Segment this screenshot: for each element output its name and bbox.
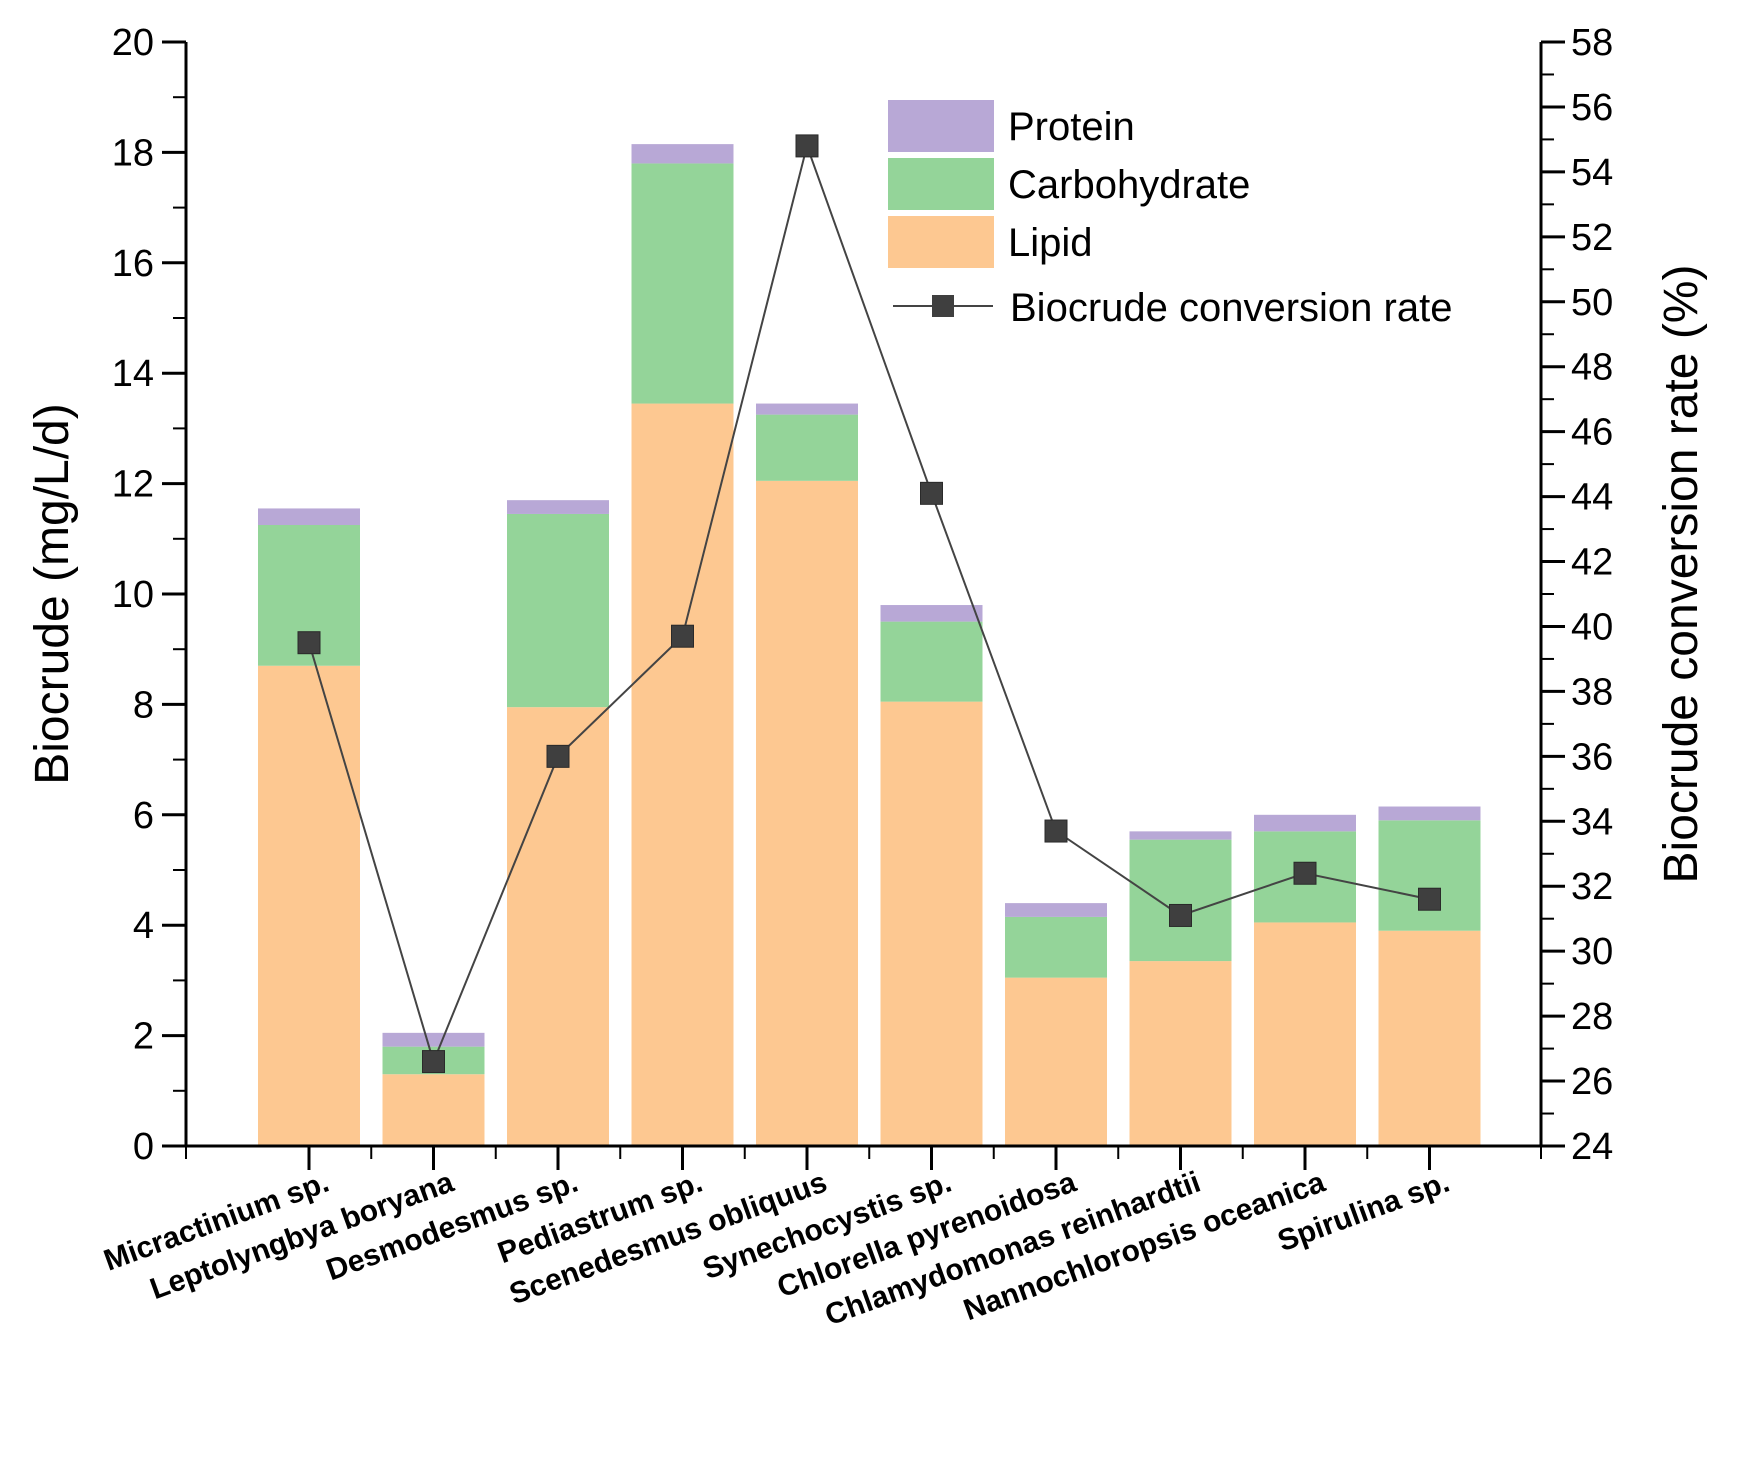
y2-tick-label-1: 26 xyxy=(1571,1061,1613,1103)
y2-tick-label-9: 42 xyxy=(1571,542,1613,584)
legend-swatch-lipid xyxy=(888,216,994,268)
bar-protein-0 xyxy=(258,508,360,525)
y-tick-label-4: 8 xyxy=(133,684,154,726)
conversion-rate-point-7 xyxy=(1169,903,1192,927)
legend-marker-sample xyxy=(932,295,954,317)
conversion-rate-point-8 xyxy=(1293,861,1317,885)
labels-layer: 0246810121416182024262830323436384042444… xyxy=(26,22,1708,1332)
conversion-rate-line xyxy=(308,142,1430,1065)
conversion-rate-point-2 xyxy=(546,744,570,768)
y-tick-label-6: 12 xyxy=(112,464,154,506)
bar-protein-9 xyxy=(1378,806,1481,821)
y2-tick-label-10: 44 xyxy=(1571,477,1613,519)
y2-tick-label-7: 38 xyxy=(1571,671,1613,713)
bar-protein-4 xyxy=(756,403,858,415)
y2-tick-label-12: 48 xyxy=(1571,347,1613,389)
y-tick-label-8: 16 xyxy=(112,243,154,285)
bar-lipid-9 xyxy=(1378,930,1481,1146)
y-tick-label-3: 6 xyxy=(133,795,154,837)
bar-lipid-2 xyxy=(507,707,609,1146)
y-tick-label-9: 18 xyxy=(112,132,154,174)
bar-carbohydrate-2 xyxy=(507,513,609,708)
y-tick-label-5: 10 xyxy=(112,574,154,616)
bar-carbohydrate-5 xyxy=(880,621,983,702)
bar-lipid-0 xyxy=(258,665,360,1146)
legend-label-carbohydrate: Carbohydrate xyxy=(1008,163,1250,207)
y-axis-title: Biocrude (mg/L/d) xyxy=(26,403,79,785)
y2-tick-label-14: 52 xyxy=(1571,217,1613,259)
bar-protein-6 xyxy=(1005,903,1107,917)
bar-protein-1 xyxy=(382,1032,485,1047)
conversion-rate-point-1 xyxy=(422,1050,445,1074)
legend-label-conversion-rate: Biocrude conversion rate xyxy=(1010,286,1452,330)
legend: Protein Carbohydrate Lipid Biocrude convers… xyxy=(888,100,1452,330)
y2-tick-label-15: 54 xyxy=(1571,152,1613,194)
line-layer xyxy=(297,134,1441,1074)
bar-protein-2 xyxy=(507,500,609,514)
y2-tick-label-3: 30 xyxy=(1571,931,1613,973)
conversion-rate-point-3 xyxy=(671,624,694,648)
legend-swatch-carbohydrate xyxy=(888,158,994,210)
bar-protein-8 xyxy=(1254,814,1356,832)
y2-tick-label-5: 34 xyxy=(1571,801,1613,843)
y-tick-label-2: 4 xyxy=(133,905,154,947)
y2-tick-label-6: 36 xyxy=(1571,736,1613,778)
y2-tick-label-2: 28 xyxy=(1571,996,1613,1038)
bar-protein-3 xyxy=(631,144,734,164)
conversion-rate-point-5 xyxy=(920,481,943,505)
y-tick-label-7: 14 xyxy=(112,353,154,395)
y2-tick-label-13: 50 xyxy=(1571,282,1613,324)
conversion-rate-point-4 xyxy=(795,134,819,158)
y2-tick-label-17: 58 xyxy=(1571,22,1613,64)
bar-lipid-1 xyxy=(382,1074,485,1146)
y-tick-label-0: 0 xyxy=(133,1126,154,1168)
bar-lipid-5 xyxy=(880,701,983,1146)
bar-carbohydrate-6 xyxy=(1005,916,1107,978)
bar-lipid-6 xyxy=(1005,977,1107,1146)
bar-carbohydrate-3 xyxy=(631,163,734,404)
bar-carbohydrate-7 xyxy=(1129,839,1232,962)
bar-carbohydrate-9 xyxy=(1378,820,1481,931)
bar-lipid-7 xyxy=(1129,961,1232,1146)
legend-swatch-protein xyxy=(888,100,994,152)
bar-carbohydrate-4 xyxy=(756,414,858,481)
bar-protein-5 xyxy=(880,605,983,622)
y2-tick-label-16: 56 xyxy=(1571,87,1613,129)
y2-tick-label-11: 46 xyxy=(1571,412,1613,454)
bar-lipid-4 xyxy=(756,480,858,1147)
axes-layer xyxy=(162,40,1565,1170)
conversion-rate-point-0 xyxy=(297,631,321,655)
conversion-rate-point-9 xyxy=(1418,887,1441,911)
y-tick-label-1: 2 xyxy=(133,1016,154,1058)
y2-axis-title: Biocrude conversion rate (%) xyxy=(1655,265,1708,884)
legend-label-lipid: Lipid xyxy=(1008,221,1093,265)
legend-label-protein: Protein xyxy=(1008,105,1135,149)
bar-lipid-3 xyxy=(631,403,734,1146)
y2-tick-label-0: 24 xyxy=(1571,1126,1613,1168)
y2-tick-label-8: 40 xyxy=(1571,606,1613,648)
conversion-rate-point-6 xyxy=(1044,819,1068,843)
y-tick-label-10: 20 xyxy=(112,22,154,64)
bar-protein-7 xyxy=(1129,831,1232,840)
y2-tick-label-4: 32 xyxy=(1571,866,1613,908)
bar-lipid-8 xyxy=(1254,922,1356,1146)
